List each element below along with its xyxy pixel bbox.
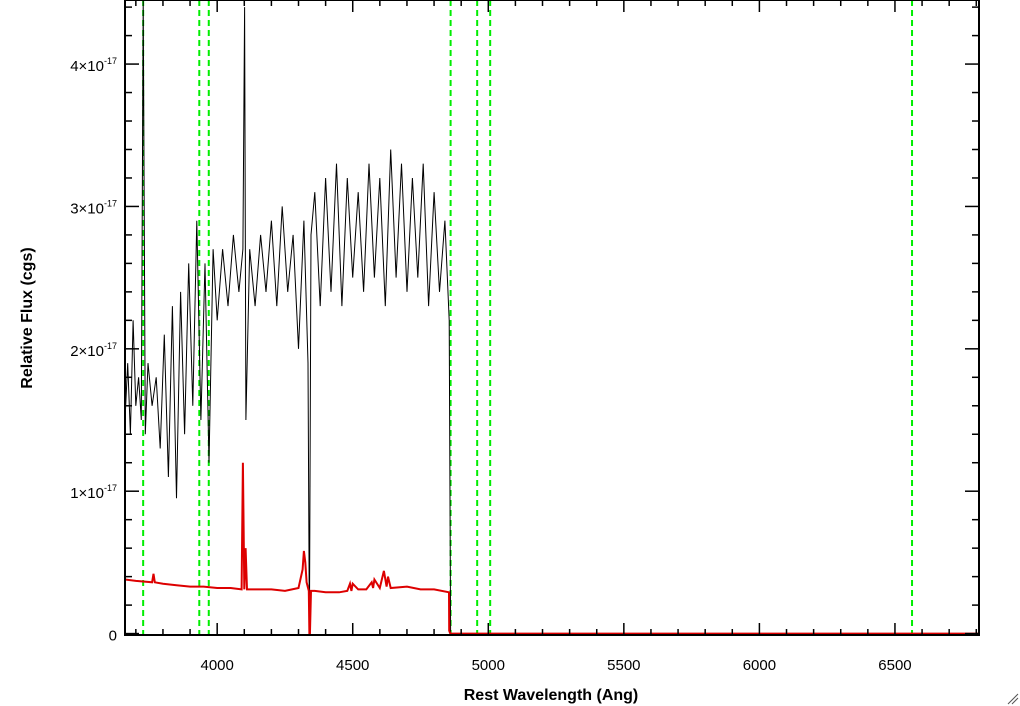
y-tick-label: 4×10-17 xyxy=(70,56,117,75)
model-series-line xyxy=(124,462,979,636)
x-tick-label: 6500 xyxy=(878,657,911,674)
spectrum-series-line xyxy=(124,0,979,636)
x-tick-label: 5000 xyxy=(472,657,505,674)
y-axis-label: Relative Flux (cgs) xyxy=(19,247,36,388)
x-tick-label: 6000 xyxy=(743,657,776,674)
y-tick-label: 0 xyxy=(109,628,117,645)
y-tick-label: 2×10-17 xyxy=(70,341,117,360)
y-tick-label: 3×10-17 xyxy=(70,198,117,217)
y-tick-label: 1×10-17 xyxy=(70,483,117,502)
x-tick-label: 5500 xyxy=(607,657,640,674)
x-tick-label: 4000 xyxy=(200,657,233,674)
plot-frame xyxy=(124,0,980,636)
resize-grip-icon[interactable] xyxy=(1007,693,1019,705)
x-tick-label: 4500 xyxy=(336,657,369,674)
x-axis-label: Rest Wavelength (Ang) xyxy=(464,687,639,704)
